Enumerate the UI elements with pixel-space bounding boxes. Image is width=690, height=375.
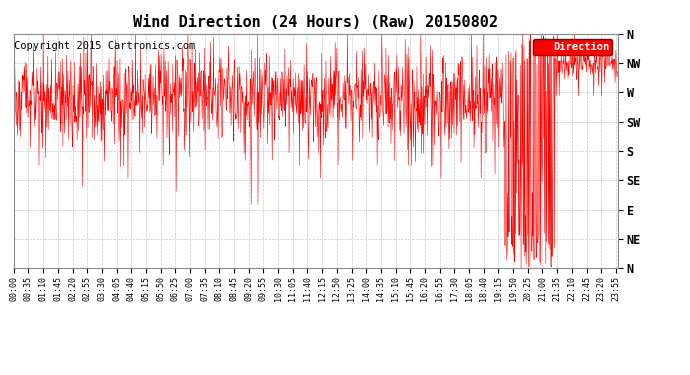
Legend: Direction: Direction bbox=[533, 39, 612, 55]
Text: Copyright 2015 Cartronics.com: Copyright 2015 Cartronics.com bbox=[14, 41, 196, 51]
Title: Wind Direction (24 Hours) (Raw) 20150802: Wind Direction (24 Hours) (Raw) 20150802 bbox=[133, 15, 498, 30]
